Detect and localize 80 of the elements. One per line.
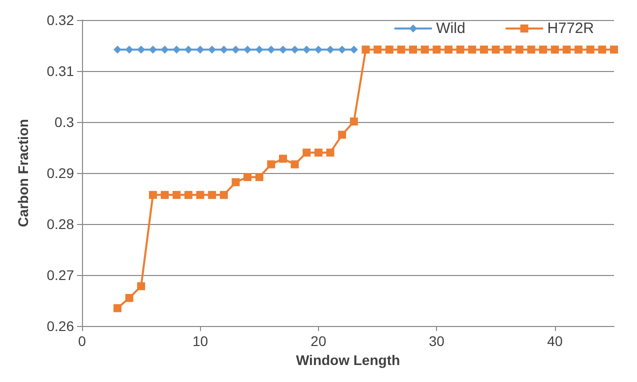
point bbox=[444, 46, 452, 54]
point bbox=[255, 173, 264, 182]
point bbox=[432, 46, 441, 54]
point bbox=[137, 46, 146, 54]
point bbox=[278, 46, 287, 54]
point bbox=[160, 46, 169, 54]
point bbox=[148, 46, 157, 54]
point bbox=[574, 46, 583, 54]
point bbox=[220, 46, 228, 54]
legend-label: H772R bbox=[547, 20, 594, 37]
x-tick-label: 10 bbox=[192, 333, 208, 349]
point bbox=[338, 130, 346, 139]
point bbox=[326, 46, 334, 54]
legend-label: Wild bbox=[436, 20, 466, 37]
point bbox=[172, 46, 181, 54]
point bbox=[290, 46, 299, 54]
point bbox=[610, 46, 618, 54]
point bbox=[374, 46, 382, 54]
point bbox=[598, 46, 606, 54]
point bbox=[362, 46, 370, 54]
point bbox=[338, 46, 346, 54]
point bbox=[527, 46, 536, 54]
point bbox=[586, 46, 594, 54]
y-tick-label: 0.26 bbox=[46, 318, 74, 334]
point bbox=[326, 148, 334, 157]
y-tick-label: 0.31 bbox=[46, 63, 74, 79]
point bbox=[456, 46, 464, 54]
point bbox=[160, 190, 169, 199]
point bbox=[504, 46, 512, 54]
point bbox=[137, 282, 146, 290]
point bbox=[397, 46, 406, 54]
point bbox=[278, 154, 287, 163]
point bbox=[267, 46, 276, 54]
point bbox=[184, 46, 192, 54]
point bbox=[255, 46, 264, 54]
point bbox=[113, 304, 122, 312]
point bbox=[208, 46, 216, 54]
y-tick-label: 0.29 bbox=[46, 165, 74, 181]
point bbox=[244, 173, 252, 182]
point bbox=[220, 190, 228, 199]
point bbox=[385, 46, 394, 54]
point bbox=[480, 46, 488, 54]
point bbox=[244, 46, 252, 54]
point bbox=[562, 46, 571, 54]
point bbox=[409, 46, 418, 54]
point bbox=[550, 46, 559, 54]
x-tick-label: 30 bbox=[428, 333, 445, 349]
point bbox=[148, 190, 157, 199]
point bbox=[196, 190, 204, 199]
y-tick-label: 0.28 bbox=[46, 216, 74, 232]
point bbox=[302, 46, 311, 54]
y-tick-label: 0.27 bbox=[46, 267, 74, 283]
point bbox=[232, 46, 240, 54]
x-tick-label: 0 bbox=[78, 333, 86, 349]
point bbox=[196, 46, 204, 54]
point bbox=[290, 160, 299, 168]
point bbox=[184, 190, 192, 199]
y-tick-label: 0.32 bbox=[46, 12, 74, 28]
point bbox=[515, 46, 524, 54]
y-tick-label: 0.3 bbox=[54, 114, 74, 130]
point bbox=[350, 117, 358, 126]
x-tick-label: 20 bbox=[310, 333, 326, 349]
point bbox=[208, 190, 216, 199]
point bbox=[125, 46, 134, 54]
point bbox=[125, 294, 134, 302]
x-axis-title: Window Length bbox=[296, 352, 400, 368]
point bbox=[302, 148, 311, 157]
point bbox=[232, 178, 240, 186]
y-axis-title: Carbon Fraction bbox=[15, 118, 31, 228]
point bbox=[468, 46, 476, 54]
point bbox=[539, 46, 548, 54]
point bbox=[492, 46, 500, 54]
point bbox=[113, 46, 122, 54]
point bbox=[420, 46, 429, 54]
point bbox=[314, 148, 322, 157]
point bbox=[314, 46, 322, 54]
x-tick-label: 40 bbox=[547, 333, 563, 349]
point bbox=[267, 160, 276, 168]
point bbox=[172, 190, 181, 199]
point bbox=[350, 46, 358, 54]
